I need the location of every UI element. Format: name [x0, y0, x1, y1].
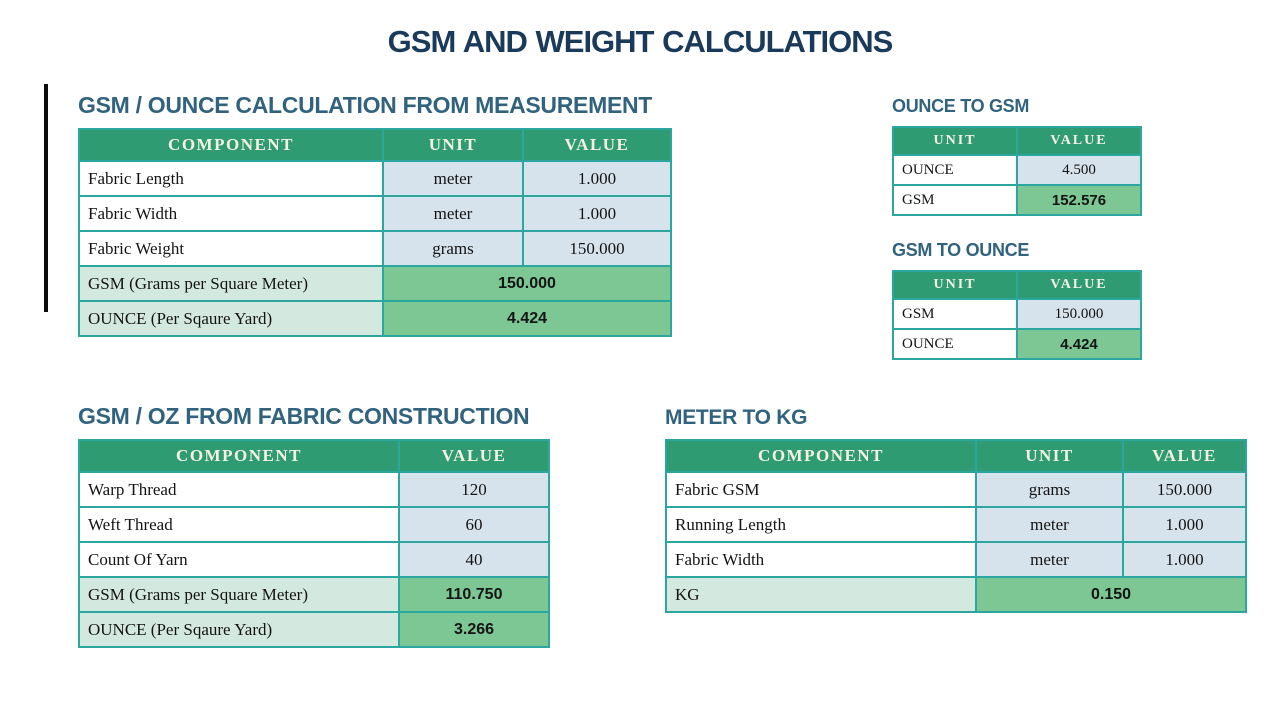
column-header-unit: UNIT — [975, 439, 1124, 473]
table-header-row: COMPONENT UNIT VALUE — [78, 128, 672, 162]
result-row: OUNCE (Per Sqaure Yard) 4.424 — [78, 300, 672, 337]
result-row: GSM 152.576 — [892, 184, 1142, 216]
unit-cell: grams — [382, 230, 524, 267]
result-value-cell: 110.750 — [398, 576, 550, 613]
vertical-accent-bar — [44, 84, 48, 312]
value-cell: 40 — [398, 541, 550, 578]
table-row: Fabric Width meter 1.000 — [78, 195, 672, 232]
result-row: GSM (Grams per Square Meter) 110.750 — [78, 576, 550, 613]
ounce-to-gsm-table: UNIT VALUE OUNCE 4.500 GSM 152.576 — [892, 126, 1142, 216]
unit-label-cell: GSM — [892, 298, 1018, 330]
table-header-row: UNIT VALUE — [892, 270, 1142, 300]
value-cell: 150.000 — [1122, 471, 1247, 508]
result-row: OUNCE (Per Sqaure Yard) 3.266 — [78, 611, 550, 648]
table-row: Count Of Yarn 40 — [78, 541, 550, 578]
result-row: KG 0.150 — [665, 576, 1247, 613]
column-header-unit: UNIT — [892, 126, 1018, 156]
value-cell: 1.000 — [1122, 506, 1247, 543]
component-cell: Count Of Yarn — [78, 541, 400, 578]
unit-cell: meter — [975, 541, 1124, 578]
unit-label-cell: OUNCE — [892, 328, 1018, 360]
input-value-cell: 4.500 — [1016, 154, 1142, 186]
table-header-row: COMPONENT VALUE — [78, 439, 550, 473]
section-measurement: GSM / OUNCE CALCULATION FROM MEASUREMENT… — [78, 92, 672, 337]
unit-cell: grams — [975, 471, 1124, 508]
value-cell: 1.000 — [1122, 541, 1247, 578]
result-value-cell: 4.424 — [382, 300, 672, 337]
column-header-value: VALUE — [1122, 439, 1247, 473]
unit-label-cell: OUNCE — [892, 154, 1018, 186]
construction-table: COMPONENT VALUE Warp Thread 120 Weft Thr… — [78, 439, 550, 648]
component-cell: Fabric Width — [665, 541, 977, 578]
table-header-row: COMPONENT UNIT VALUE — [665, 439, 1247, 473]
column-header-component: COMPONENT — [78, 439, 400, 473]
input-value-cell: 150.000 — [1016, 298, 1142, 330]
section-construction: GSM / OZ FROM FABRIC CONSTRUCTION COMPON… — [78, 403, 550, 648]
result-label-cell: KG — [665, 576, 977, 613]
column-header-value: VALUE — [1016, 126, 1142, 156]
section-heading-measurement: GSM / OUNCE CALCULATION FROM MEASUREMENT — [78, 92, 653, 118]
section-ounce-to-gsm: OUNCE TO GSM UNIT VALUE OUNCE 4.500 GSM … — [892, 96, 1142, 216]
column-header-value: VALUE — [522, 128, 672, 162]
table-row: OUNCE 4.500 — [892, 154, 1142, 186]
result-label-cell: GSM (Grams per Square Meter) — [78, 265, 384, 302]
measurement-table: COMPONENT UNIT VALUE Fabric Length meter… — [78, 128, 672, 337]
section-heading-construction: GSM / OZ FROM FABRIC CONSTRUCTION — [78, 403, 530, 429]
table-row: Fabric Weight grams 150.000 — [78, 230, 672, 267]
unit-label-cell: GSM — [892, 184, 1018, 216]
table-row: Weft Thread 60 — [78, 506, 550, 543]
value-cell: 1.000 — [522, 160, 672, 197]
column-header-unit: UNIT — [892, 270, 1018, 300]
result-label-cell: OUNCE (Per Sqaure Yard) — [78, 611, 400, 648]
column-header-value: VALUE — [398, 439, 550, 473]
component-cell: Fabric Width — [78, 195, 384, 232]
section-heading-meter-to-kg: METER TO KG — [665, 406, 808, 429]
table-row: Warp Thread 120 — [78, 471, 550, 508]
page-title: GSM AND WEIGHT CALCULATIONS — [387, 24, 894, 59]
meter-to-kg-table: COMPONENT UNIT VALUE Fabric GSM grams 15… — [665, 439, 1247, 613]
column-header-component: COMPONENT — [78, 128, 384, 162]
component-cell: Fabric GSM — [665, 471, 977, 508]
section-meter-to-kg: METER TO KG COMPONENT UNIT VALUE Fabric … — [665, 406, 1247, 613]
component-cell: Fabric Weight — [78, 230, 384, 267]
value-cell: 120 — [398, 471, 550, 508]
result-label-cell: GSM (Grams per Square Meter) — [78, 576, 400, 613]
component-cell: Weft Thread — [78, 506, 400, 543]
column-header-value: VALUE — [1016, 270, 1142, 300]
table-row: Fabric GSM grams 150.000 — [665, 471, 1247, 508]
component-cell: Warp Thread — [78, 471, 400, 508]
unit-cell: meter — [382, 195, 524, 232]
result-value-cell: 4.424 — [1016, 328, 1142, 360]
section-gsm-to-ounce: GSM TO OUNCE UNIT VALUE GSM 150.000 OUNC… — [892, 240, 1142, 360]
value-cell: 1.000 — [522, 195, 672, 232]
result-value-cell: 0.150 — [975, 576, 1247, 613]
table-row: Running Length meter 1.000 — [665, 506, 1247, 543]
section-heading-ounce-to-gsm: OUNCE TO GSM — [892, 96, 1030, 116]
unit-cell: meter — [382, 160, 524, 197]
section-heading-gsm-to-ounce: GSM TO OUNCE — [892, 240, 1030, 260]
component-cell: Running Length — [665, 506, 977, 543]
column-header-component: COMPONENT — [665, 439, 977, 473]
unit-cell: meter — [975, 506, 1124, 543]
column-header-unit: UNIT — [382, 128, 524, 162]
value-cell: 60 — [398, 506, 550, 543]
result-row: OUNCE 4.424 — [892, 328, 1142, 360]
table-header-row: UNIT VALUE — [892, 126, 1142, 156]
component-cell: Fabric Length — [78, 160, 384, 197]
result-label-cell: OUNCE (Per Sqaure Yard) — [78, 300, 384, 337]
result-value-cell: 3.266 — [398, 611, 550, 648]
result-value-cell: 152.576 — [1016, 184, 1142, 216]
result-value-cell: 150.000 — [382, 265, 672, 302]
table-row: GSM 150.000 — [892, 298, 1142, 330]
gsm-to-ounce-table: UNIT VALUE GSM 150.000 OUNCE 4.424 — [892, 270, 1142, 360]
table-row: Fabric Length meter 1.000 — [78, 160, 672, 197]
result-row: GSM (Grams per Square Meter) 150.000 — [78, 265, 672, 302]
value-cell: 150.000 — [522, 230, 672, 267]
table-row: Fabric Width meter 1.000 — [665, 541, 1247, 578]
